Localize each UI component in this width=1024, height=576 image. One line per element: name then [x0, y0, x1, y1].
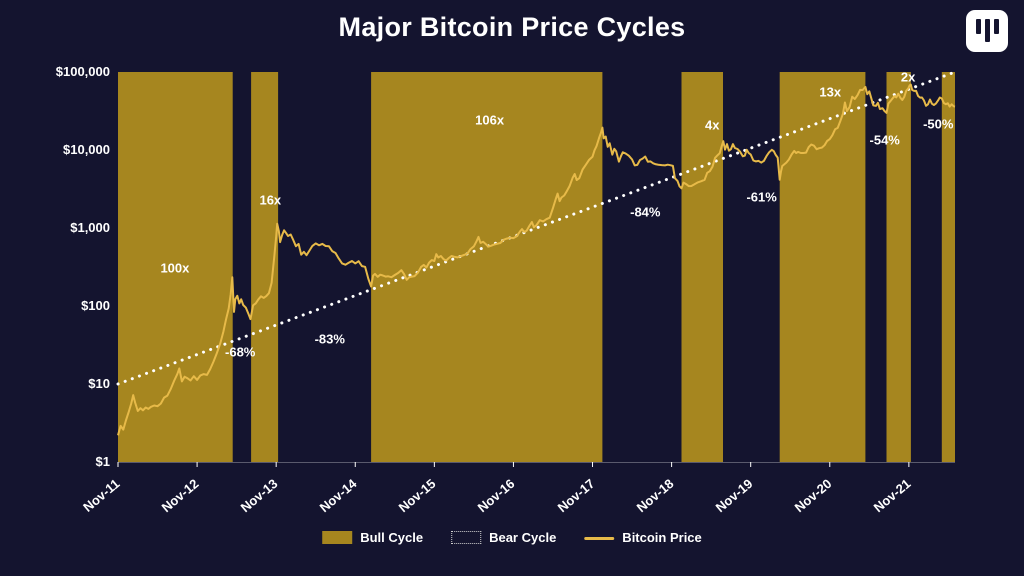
- legend-label-bitcoin-price: Bitcoin Price: [622, 530, 702, 545]
- y-axis-label: $1,000: [70, 220, 110, 235]
- bull-cycle-band: [941, 72, 955, 462]
- bar-chart-icon: [984, 19, 990, 42]
- y-axis: $100,000 $10,000 $1,000 $100 $10 $1: [0, 0, 110, 576]
- x-axis-label: Nov-20: [791, 475, 835, 516]
- y-axis-label: $10: [88, 376, 110, 391]
- legend-label-bull-cycle: Bull Cycle: [360, 530, 424, 545]
- brand-logo: [966, 10, 1008, 52]
- plot-area: 100x -68% 16x -83% 106x -84% 4x -61% 13x -54% 2x -5…: [116, 69, 957, 467]
- x-axis-label: Nov-21: [870, 475, 914, 516]
- bitcoin-price-line: [117, 83, 956, 436]
- bar-chart-icon: [975, 19, 981, 34]
- bar-chart-icon: [993, 19, 999, 34]
- legend-item-bitcoin-price: Bitcoin Price: [584, 530, 702, 545]
- chart-canvas: [116, 70, 957, 467]
- bull-cycle-band: [681, 72, 723, 462]
- y-axis-label: $100: [81, 298, 110, 313]
- bear-cycle-swatch-icon: [451, 531, 482, 544]
- x-axis-label: Nov-12: [158, 475, 202, 516]
- page-title: Major Bitcoin Price Cycles: [338, 12, 686, 42]
- bull-cycle-band: [886, 72, 911, 462]
- bull-cycle-band: [779, 72, 866, 462]
- bull-cycle-band: [371, 72, 603, 462]
- y-axis-label: $1: [95, 454, 110, 469]
- legend: Bull Cycle Bear Cycle Bitcoin Price: [322, 530, 702, 545]
- y-axis-label: $10,000: [63, 142, 110, 157]
- bitcoin-price-line-swatch-icon: [584, 536, 615, 540]
- legend-item-bull-cycle: Bull Cycle: [322, 530, 423, 545]
- bull-cycle-band: [118, 72, 233, 462]
- bull-cycle-swatch-icon: [322, 531, 353, 544]
- legend-item-bear-cycle: Bear Cycle: [451, 530, 556, 545]
- x-axis-label: Nov-13: [237, 475, 281, 516]
- trend-dotted-line: [116, 70, 957, 386]
- legend-label-bear-cycle: Bear Cycle: [489, 530, 557, 545]
- y-axis-label: $100,000: [55, 64, 110, 79]
